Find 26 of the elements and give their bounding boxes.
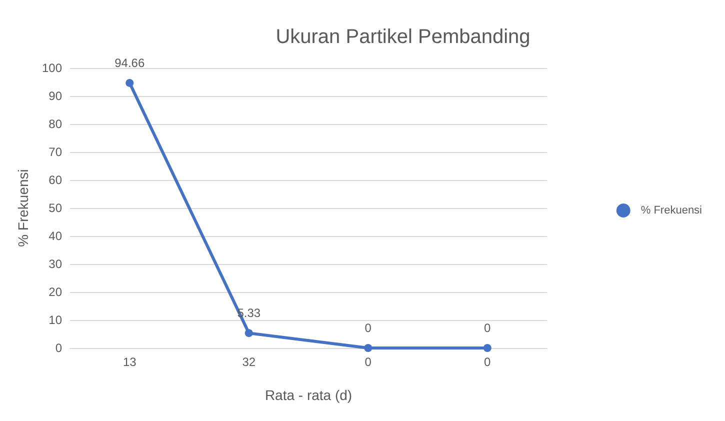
x-axis-title: Rata - rata (d) [264, 387, 352, 403]
y-tick-label: 30 [48, 257, 62, 271]
y-tick-label: 50 [48, 201, 62, 215]
y-tick-label: 20 [48, 285, 62, 299]
data-label: 0 [484, 321, 492, 335]
x-tick-label: 0 [364, 355, 372, 369]
legend-label: % Frekuensi [640, 204, 702, 216]
x-tick-label: 0 [484, 355, 492, 369]
y-tick-label: 100 [42, 61, 62, 75]
y-tick-label: 60 [48, 173, 62, 187]
x-tick-label: 13 [122, 355, 137, 369]
y-axis-title: % Frekuensi [15, 169, 31, 247]
data-label: 94.66 [114, 56, 145, 70]
y-tick-label: 90 [48, 89, 62, 103]
y-tick-label: 80 [48, 117, 62, 131]
x-tick-label: 32 [242, 355, 256, 369]
point [126, 78, 134, 87]
chart-title: Ukuran Partikel Pembanding [276, 26, 530, 48]
y-tick-label: 40 [48, 229, 62, 243]
point [483, 344, 492, 352]
y-tick-label: 10 [48, 313, 62, 327]
point [364, 344, 372, 352]
y-tick-label: 70 [48, 145, 62, 159]
point [244, 329, 253, 338]
data-label: 0 [364, 321, 372, 335]
y-tick-label: 0 [55, 341, 62, 355]
